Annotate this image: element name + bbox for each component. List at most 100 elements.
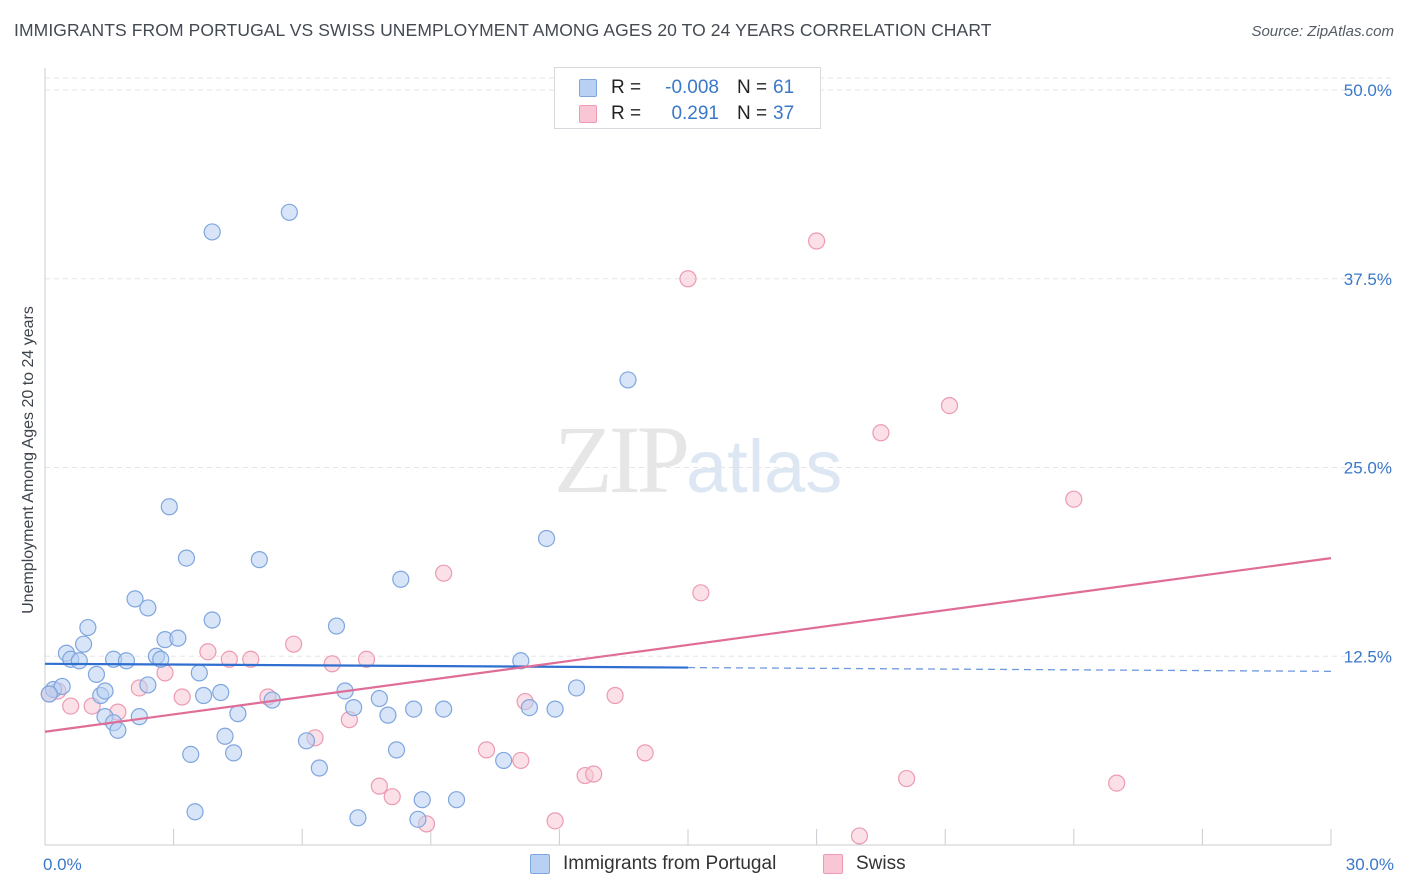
r-value: 0.291 — [671, 103, 719, 124]
portugal-point — [139, 676, 157, 694]
swiss-point — [546, 812, 564, 830]
swiss-point — [807, 232, 826, 250]
portugal-point — [70, 652, 88, 670]
n-label: N = — [737, 77, 768, 98]
y-tick-label: 37.5% — [1344, 270, 1392, 289]
portugal-point — [379, 706, 397, 724]
r-label: R = — [611, 77, 642, 98]
swiss-point — [679, 270, 697, 288]
r-label: R = — [611, 103, 642, 124]
legend-swatch-swiss — [579, 105, 597, 123]
portugal-point — [130, 708, 148, 726]
y-axis-label: Unemployment Among Ages 20 to 24 years — [20, 306, 37, 614]
portugal-point — [520, 698, 538, 717]
correlation-legend: R = -0.008 N = 61 R = 0.291 N = 37 — [554, 67, 821, 129]
y-tick-label: 25.0% — [1344, 459, 1392, 478]
portugal-point — [160, 498, 178, 516]
chart-title: IMMIGRANTS FROM PORTUGAL VS SWISS UNEMPL… — [14, 20, 992, 40]
portugal-point — [96, 682, 114, 700]
swiss-point — [220, 650, 238, 668]
y-tick-label: 12.5% — [1344, 647, 1392, 666]
portugal-point — [139, 599, 157, 617]
swiss-point — [1108, 774, 1126, 792]
portugal-point — [186, 803, 204, 821]
portugal-point — [203, 611, 221, 629]
swiss-point — [512, 751, 530, 770]
legend-label-swiss: Swiss — [856, 853, 906, 874]
portugal-trend-line-extension — [687, 666, 1332, 672]
portugal-point — [405, 700, 423, 718]
portugal-point — [126, 590, 144, 608]
point-layer — [40, 203, 1126, 845]
x-tick-label: 30.0% — [1346, 855, 1394, 874]
watermark: ZIPatlas — [554, 404, 842, 515]
portugal-point — [74, 635, 93, 653]
swiss-point — [898, 769, 916, 788]
portugal-point — [53, 677, 71, 696]
swiss-point — [242, 650, 260, 668]
portugal-point — [177, 549, 196, 567]
series-legend: Immigrants from Portugal Swiss — [0, 851, 1406, 879]
portugal-point — [310, 759, 328, 777]
portugal-point — [512, 652, 530, 670]
legend-swatch-portugal — [579, 79, 597, 97]
portugal-point — [216, 727, 234, 745]
portugal-point — [413, 791, 431, 809]
swiss-point — [383, 788, 401, 806]
portugal-point — [435, 700, 453, 718]
swiss-point — [477, 741, 496, 759]
portugal-point — [212, 683, 230, 702]
swiss-point — [357, 650, 376, 668]
portugal-point — [392, 570, 410, 588]
swiss-point — [636, 744, 654, 762]
x-tick-label: 0.0% — [43, 855, 82, 874]
swiss-point — [62, 697, 80, 715]
portugal-point — [409, 810, 427, 828]
portugal-point — [345, 698, 363, 717]
portugal-point — [349, 809, 367, 827]
portugal-point — [79, 618, 97, 637]
portugal-point — [152, 650, 170, 668]
swiss-point — [435, 564, 453, 582]
swiss-point — [173, 688, 191, 706]
portugal-point — [370, 689, 388, 708]
portugal-point — [225, 744, 243, 762]
portugal-point — [182, 745, 200, 764]
portugal-point — [203, 223, 221, 241]
portugal-point — [280, 203, 298, 221]
n-value: 37 — [773, 103, 795, 124]
y-tick-label: 50.0% — [1344, 81, 1392, 100]
portugal-point — [495, 751, 513, 770]
legend-row-swiss: R = 0.291 N = 37 — [555, 100, 820, 128]
watermark-zip: ZIP — [554, 406, 690, 513]
portugal-point — [250, 551, 268, 569]
swiss-point — [872, 424, 890, 442]
source-label: Source: ZipAtlas.com — [1251, 23, 1394, 40]
portugal-point — [297, 732, 316, 750]
grid-layer — [45, 77, 1392, 657]
legend-row-portugal: R = -0.008 N = 61 — [555, 74, 820, 102]
legend-label-portugal: Immigrants from Portugal — [563, 853, 777, 874]
watermark-atlas: atlas — [686, 425, 843, 508]
portugal-point — [40, 685, 58, 703]
portugal-point — [117, 652, 136, 670]
swiss-point — [323, 655, 341, 673]
swiss-point — [692, 584, 710, 602]
portugal-point — [447, 791, 466, 809]
swiss-point — [585, 765, 603, 783]
swiss-point — [199, 643, 217, 661]
portugal-trend-line — [44, 662, 689, 669]
portugal-point — [169, 629, 187, 647]
swiss-point — [370, 777, 388, 795]
portugal-point — [546, 700, 564, 718]
swiss-point — [940, 396, 959, 415]
portugal-point — [190, 664, 208, 682]
n-label: N = — [737, 103, 768, 124]
portugal-point — [109, 721, 127, 739]
axis-layer — [44, 68, 1332, 846]
swiss-trend-line — [44, 557, 1332, 733]
r-value: -0.008 — [665, 77, 719, 98]
swiss-point — [285, 635, 303, 653]
legend-swatch-portugal — [530, 854, 550, 874]
